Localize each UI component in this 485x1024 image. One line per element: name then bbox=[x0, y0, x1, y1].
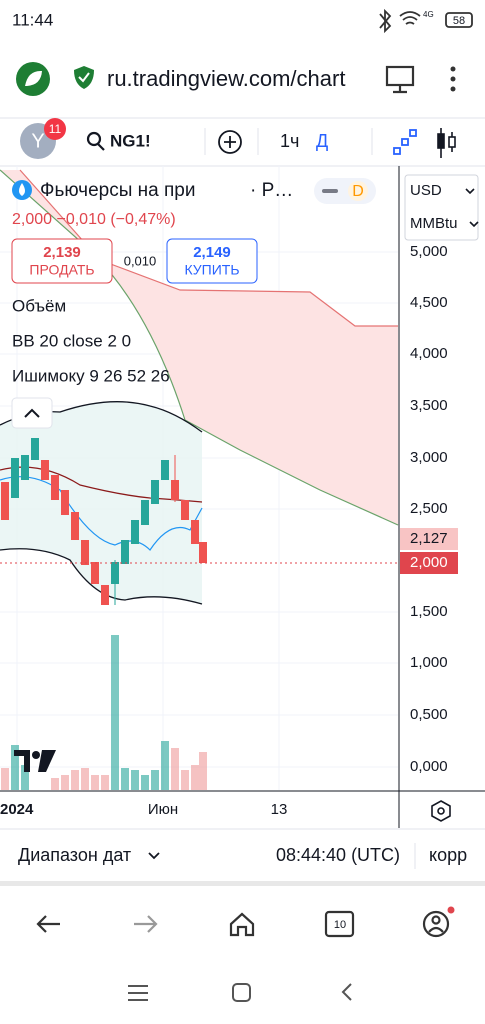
price-label: 0,000 bbox=[410, 758, 448, 775]
status-icons bbox=[379, 8, 473, 34]
time-label: Июн bbox=[148, 801, 178, 818]
status-time: 11:44 bbox=[12, 10, 53, 29]
interval[interactable]: 1ч bbox=[280, 131, 299, 151]
bb-fill bbox=[0, 401, 202, 604]
check bbox=[78, 72, 90, 83]
last-price: 2,000 bbox=[410, 554, 448, 571]
price-label: 3,000 bbox=[410, 449, 448, 466]
price-label: 2,500 bbox=[410, 500, 448, 517]
notification-dot bbox=[447, 906, 455, 914]
legend-title[interactable]: Фьючерсы на при bbox=[40, 180, 195, 201]
unit: MMBtu bbox=[410, 215, 458, 232]
symbol[interactable]: NG1! bbox=[110, 131, 151, 150]
price-label: 4,000 bbox=[410, 345, 448, 362]
price-label: 0,500 bbox=[410, 706, 448, 723]
sell-button[interactable] bbox=[11, 238, 113, 284]
price-label: 1,500 bbox=[410, 603, 448, 620]
settings-icon[interactable] bbox=[431, 800, 451, 822]
battery: 58 bbox=[453, 15, 465, 27]
bb-lower bbox=[0, 548, 203, 605]
secure-icon[interactable] bbox=[74, 66, 94, 89]
cloud-price-tag bbox=[400, 528, 458, 550]
adjust[interactable]: корр bbox=[429, 845, 467, 865]
profile-head bbox=[431, 915, 441, 925]
compare-icon[interactable] bbox=[393, 129, 417, 155]
chevron bbox=[465, 188, 475, 195]
last-price-tag bbox=[400, 552, 458, 574]
avatar-letter: Y bbox=[31, 130, 44, 152]
add-icon[interactable] bbox=[218, 130, 242, 154]
drop bbox=[19, 183, 25, 196]
spread: 0,010 bbox=[124, 253, 157, 268]
indicator[interactable]: Объём bbox=[12, 296, 66, 315]
tab-count: 10 bbox=[334, 919, 346, 931]
url[interactable]: ru.tradingview.com/chart bbox=[107, 66, 345, 91]
clock[interactable]: 08:44:40 (UTC) bbox=[276, 845, 400, 865]
badge bbox=[44, 118, 66, 140]
indicator[interactable]: Ишимоку 9 26 52 26 bbox=[12, 366, 170, 385]
buy-label: КУПИТЬ bbox=[184, 262, 239, 278]
price-label: 1,000 bbox=[410, 654, 448, 671]
indicator[interactable]: BB 20 close 2 0 bbox=[12, 331, 131, 350]
ichimoku-cloud bbox=[0, 170, 398, 525]
cloud-price: 2,127 bbox=[410, 530, 448, 547]
pill-dash bbox=[322, 189, 338, 193]
url-field[interactable] bbox=[60, 58, 370, 100]
chevron bbox=[148, 852, 160, 860]
back-system-button[interactable] bbox=[341, 983, 352, 1001]
profile-button[interactable] bbox=[422, 910, 450, 938]
buy-price: 2,149 bbox=[193, 244, 231, 261]
sell-price: 2,139 bbox=[43, 244, 81, 261]
network: 4G bbox=[423, 10, 434, 19]
price-change: 2,000 −0,010 (−0,47%) bbox=[12, 211, 176, 228]
sell-label: ПРОДАТЬ bbox=[29, 262, 94, 278]
price-label: 3,500 bbox=[410, 397, 448, 414]
menu-icon[interactable] bbox=[450, 66, 456, 92]
home-button[interactable] bbox=[229, 912, 255, 937]
badge-circle bbox=[348, 181, 368, 201]
legend-exchange: · Р… bbox=[250, 180, 293, 201]
delay-badge: D bbox=[352, 183, 364, 200]
time-label: 13 bbox=[271, 801, 288, 818]
currency-box[interactable] bbox=[404, 174, 479, 241]
search-icon[interactable] bbox=[86, 131, 105, 151]
volume bbox=[1, 635, 207, 790]
recents-button[interactable] bbox=[128, 985, 148, 1001]
currency: USD bbox=[410, 182, 442, 199]
tenkan bbox=[0, 476, 203, 551]
tabs-button[interactable] bbox=[324, 910, 355, 938]
date-range[interactable]: Диапазон дат bbox=[18, 845, 131, 865]
chart-style[interactable]: Д bbox=[316, 131, 328, 151]
divider bbox=[0, 881, 485, 886]
tv-logo bbox=[14, 750, 56, 772]
forward-button[interactable] bbox=[134, 915, 158, 933]
price-label: 5,000 bbox=[410, 243, 448, 260]
collapse-button[interactable] bbox=[11, 397, 53, 429]
desktop-icon[interactable] bbox=[385, 65, 415, 94]
badge-count: 11 bbox=[49, 122, 62, 136]
price-label: 4,500 bbox=[410, 294, 448, 311]
chevron bbox=[469, 221, 479, 228]
candles bbox=[1, 438, 207, 605]
buy-button[interactable] bbox=[166, 238, 258, 284]
profile-body bbox=[428, 926, 444, 933]
leaf bbox=[25, 70, 42, 86]
home-system-button[interactable] bbox=[232, 983, 251, 1002]
time-label: 2024 bbox=[0, 801, 34, 818]
chevron-up bbox=[24, 408, 40, 418]
back-button[interactable] bbox=[36, 915, 60, 933]
candle-icon[interactable] bbox=[437, 128, 456, 158]
settings-dot bbox=[437, 807, 445, 815]
